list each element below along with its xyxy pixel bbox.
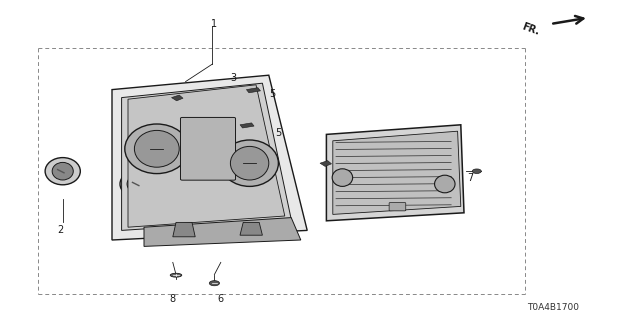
Text: T0A4B1700: T0A4B1700 bbox=[527, 303, 579, 312]
Polygon shape bbox=[240, 222, 262, 235]
Polygon shape bbox=[246, 88, 260, 93]
Polygon shape bbox=[172, 95, 183, 101]
Text: 5: 5 bbox=[275, 128, 282, 138]
Polygon shape bbox=[144, 218, 301, 246]
Text: 3: 3 bbox=[230, 73, 237, 84]
Circle shape bbox=[472, 169, 481, 173]
Polygon shape bbox=[122, 83, 291, 230]
Polygon shape bbox=[112, 75, 307, 240]
Ellipse shape bbox=[435, 175, 455, 193]
Circle shape bbox=[209, 281, 220, 286]
Text: FR.: FR. bbox=[520, 21, 541, 36]
Polygon shape bbox=[240, 123, 254, 128]
Ellipse shape bbox=[125, 124, 189, 173]
Text: 8: 8 bbox=[170, 294, 176, 304]
Polygon shape bbox=[173, 222, 195, 237]
FancyBboxPatch shape bbox=[180, 117, 236, 180]
Polygon shape bbox=[320, 161, 332, 166]
Ellipse shape bbox=[134, 131, 179, 167]
Ellipse shape bbox=[52, 163, 73, 180]
Text: 2: 2 bbox=[154, 219, 160, 229]
Text: 4: 4 bbox=[179, 102, 186, 112]
Ellipse shape bbox=[120, 170, 155, 197]
Ellipse shape bbox=[332, 169, 353, 186]
Text: 5: 5 bbox=[269, 89, 275, 100]
Ellipse shape bbox=[170, 273, 182, 277]
Polygon shape bbox=[128, 85, 285, 227]
Polygon shape bbox=[326, 125, 464, 221]
Text: 4: 4 bbox=[355, 176, 362, 186]
Text: 1: 1 bbox=[211, 19, 218, 29]
Ellipse shape bbox=[127, 175, 148, 193]
Ellipse shape bbox=[221, 140, 278, 186]
Ellipse shape bbox=[45, 158, 81, 185]
Polygon shape bbox=[333, 131, 461, 214]
Ellipse shape bbox=[230, 146, 269, 180]
Text: 6: 6 bbox=[218, 294, 224, 304]
Text: 7: 7 bbox=[467, 172, 474, 183]
FancyBboxPatch shape bbox=[389, 203, 406, 211]
Text: 2: 2 bbox=[58, 225, 64, 236]
